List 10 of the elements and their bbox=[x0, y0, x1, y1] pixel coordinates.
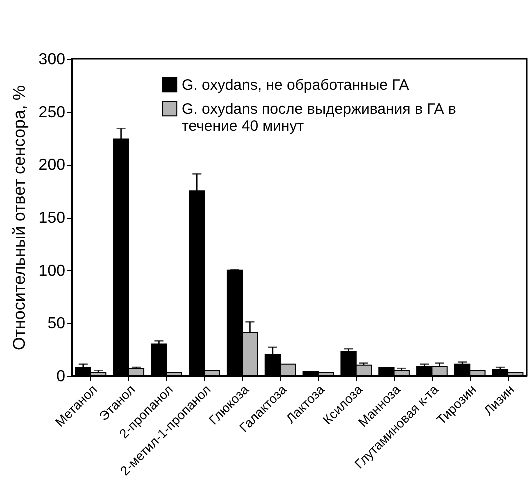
y-tick-label: 200 bbox=[38, 157, 66, 174]
y-tick-label: 250 bbox=[38, 104, 66, 122]
y-tick-label: 150 bbox=[38, 210, 66, 227]
legend-label: G. oxydans после выдерживания в ГА в течение 40 минут bbox=[182, 101, 456, 135]
y-tick-label: 0 bbox=[56, 368, 66, 386]
y-tick-label: 50 bbox=[48, 316, 66, 333]
y-axis-title: Относительный ответ сенсора, % bbox=[10, 85, 29, 351]
legend-label: G. oxydans, не обработанные ГА bbox=[182, 77, 410, 94]
y-tick-label: 300 bbox=[38, 52, 66, 68]
y-tick-label: 100 bbox=[38, 262, 66, 280]
